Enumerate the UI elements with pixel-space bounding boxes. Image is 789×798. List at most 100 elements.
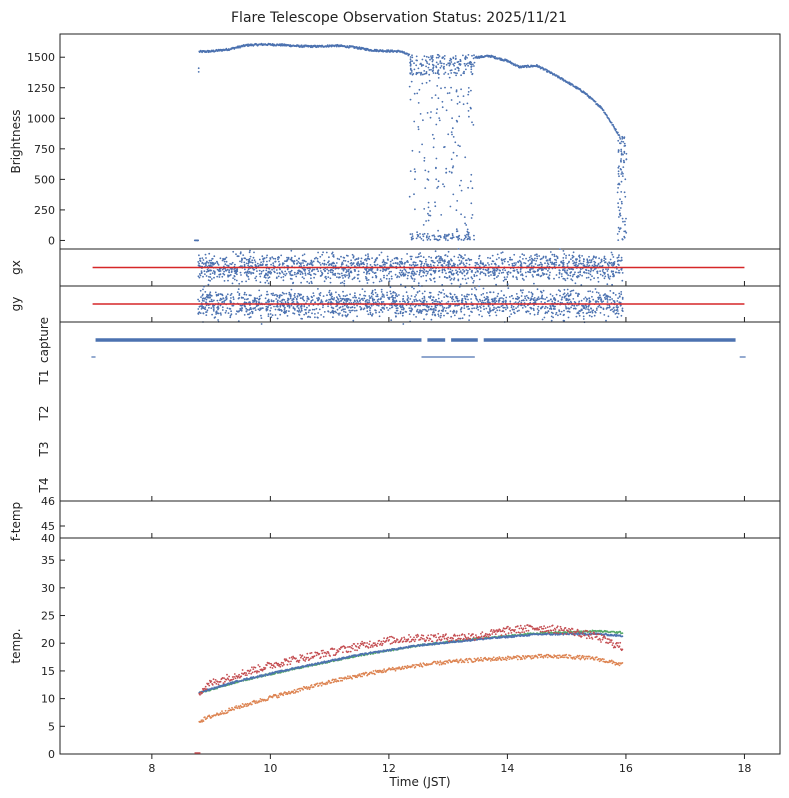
data-point [618, 296, 621, 298]
data-point [526, 310, 529, 312]
data-point [621, 307, 624, 310]
data-point [225, 260, 228, 263]
data-point [442, 183, 444, 186]
data-point [412, 270, 415, 273]
y-tick-label: 10 [41, 693, 55, 706]
data-point [502, 298, 505, 300]
data-point [603, 259, 605, 262]
y-tick-label: 35 [41, 554, 55, 567]
data-point [441, 268, 444, 271]
data-point [417, 234, 420, 237]
data-point [229, 294, 232, 296]
data-point [542, 298, 544, 300]
data-point [601, 274, 604, 277]
data-point [423, 290, 426, 293]
data-point [238, 294, 241, 296]
data-point [617, 173, 620, 175]
data-point [205, 311, 207, 313]
data-point [617, 226, 620, 229]
data-point [597, 305, 600, 308]
data-point [465, 282, 468, 285]
data-point [539, 261, 542, 264]
data-point [215, 310, 218, 313]
data-point [255, 279, 258, 282]
data-point [313, 294, 315, 297]
data-point [363, 271, 365, 274]
data-point [586, 264, 589, 266]
data-point [482, 272, 485, 275]
data-point [448, 64, 451, 67]
data-point [497, 306, 500, 308]
data-point [205, 275, 208, 277]
data-point [288, 310, 290, 313]
data-point [604, 296, 606, 299]
data-point [493, 277, 496, 280]
data-point [415, 294, 417, 296]
data-point [438, 55, 441, 57]
data-point [519, 256, 521, 258]
data-point [213, 299, 215, 302]
data-point [535, 260, 538, 262]
data-point [302, 262, 304, 264]
data-point [423, 232, 426, 235]
data-point [454, 68, 457, 70]
data-point [530, 297, 533, 300]
data-point [573, 304, 576, 307]
data-point [521, 291, 524, 294]
data-point [619, 168, 622, 170]
data-point [515, 293, 518, 295]
data-point [286, 305, 289, 308]
data-point [462, 103, 465, 106]
data-point [300, 281, 302, 284]
data-point [411, 149, 414, 152]
data-point [399, 273, 402, 276]
data-point [197, 308, 200, 310]
data-point [618, 175, 620, 178]
data-point [375, 257, 378, 260]
data-point [345, 305, 348, 308]
data-point [262, 257, 265, 260]
data-point [465, 269, 468, 271]
data-point [226, 264, 228, 267]
data-point [431, 313, 434, 316]
data-point [620, 314, 623, 317]
data-point [450, 315, 453, 318]
data-point [237, 310, 240, 313]
data-point [555, 313, 557, 316]
data-point [612, 270, 615, 273]
data-point [368, 268, 371, 271]
data-point [299, 311, 302, 313]
data-point [603, 255, 606, 258]
data-point [616, 316, 619, 319]
data-point [590, 269, 592, 271]
data-point [445, 272, 447, 275]
data-point [278, 272, 281, 274]
data-point [258, 264, 260, 267]
data-point [432, 146, 435, 149]
data-point [599, 296, 602, 299]
data-point [417, 282, 420, 285]
data-point [255, 275, 258, 278]
data-point [293, 271, 296, 274]
data-point [578, 310, 581, 312]
data-point [418, 71, 420, 74]
data-point [423, 208, 426, 210]
data-point [425, 300, 428, 303]
data-point [409, 170, 412, 173]
data-point [612, 310, 615, 313]
data-point [250, 265, 252, 267]
data-point [445, 63, 448, 66]
data-point [438, 117, 441, 119]
data-point [501, 297, 503, 299]
data-point [602, 109, 605, 112]
data-point [243, 298, 246, 301]
data-point [420, 73, 422, 76]
data-point [196, 239, 199, 242]
data-point [367, 257, 369, 259]
data-point [439, 62, 442, 64]
brightness-series [193, 42, 628, 242]
data-point [430, 111, 432, 113]
data-point [621, 175, 624, 178]
data-point [460, 262, 463, 264]
data-point [463, 271, 465, 273]
